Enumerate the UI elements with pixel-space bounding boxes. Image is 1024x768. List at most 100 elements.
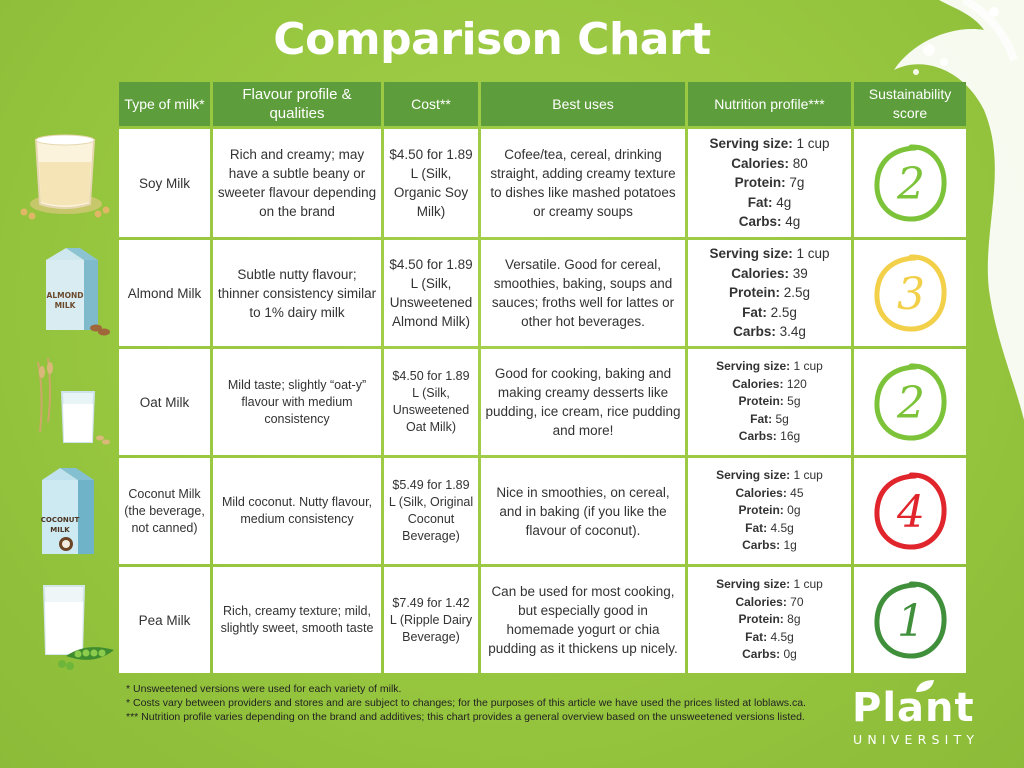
milk-type: Pea Milk — [119, 567, 210, 673]
score-ring — [874, 144, 947, 222]
carton-label-top: COCONUT — [41, 516, 80, 524]
calories-value: 39 — [792, 265, 808, 281]
score-cell: 2 — [854, 129, 966, 237]
score-cell: 2 — [854, 349, 966, 455]
serving-label: Serving size: — [716, 359, 791, 374]
fat-value: 4g — [776, 194, 792, 210]
fat-label: Fat: — [750, 411, 773, 426]
score-cell: 1 — [854, 567, 966, 673]
serving-value: 1 cup — [793, 468, 823, 483]
fat-label: Fat: — [742, 304, 767, 320]
table-row: Soy Milk Rich and creamy; may have a sub… — [119, 129, 966, 237]
header-cost: Cost** — [384, 82, 478, 126]
carbs-value: 1g — [783, 538, 797, 553]
score-ring — [874, 254, 947, 332]
milk-type: Oat Milk — [119, 349, 210, 455]
fat-value: 4.5g — [770, 520, 794, 535]
milk-type: Almond Milk — [119, 240, 210, 346]
score-badge: 3 — [874, 254, 947, 332]
fat-value: 2.5g — [770, 304, 797, 320]
score-value: 2 — [896, 159, 925, 210]
table-row: Pea Milk Rich, creamy texture; mild, sli… — [119, 567, 966, 673]
header-score: Sustainability score — [854, 82, 966, 126]
cost-cell: $4.50 for 1.89 L (Silk, Organic Soy Milk… — [384, 129, 478, 237]
flavour-cell: Mild coconut. Nutty flavour, medium cons… — [213, 458, 381, 564]
pea-milk-glass-icon — [42, 585, 114, 670]
carton-label-top: ALMOND — [47, 291, 84, 300]
score-ring — [874, 472, 947, 550]
score-badge: 2 — [874, 363, 947, 441]
almond-milk-carton-icon: ALMOND MILK — [46, 248, 110, 336]
header-flavour: Flavour profile & qualities — [213, 82, 381, 126]
protein-label: Protein: — [734, 175, 786, 191]
coconut-milk-carton-icon: COCONUT MILK — [41, 468, 94, 554]
uses-cell: Cofee/tea, cereal, drinking straight, ad… — [481, 129, 685, 237]
fat-label: Fat: — [747, 194, 773, 210]
fat-value: 5g — [775, 411, 789, 426]
calories-label: Calories: — [735, 485, 787, 500]
flavour-cell: Rich and creamy; may have a subtle beany… — [213, 129, 381, 237]
score-ring — [874, 581, 947, 659]
protein-value: 2.5g — [783, 285, 811, 301]
serving-value: 1 cup — [796, 246, 830, 262]
plant-university-logo: Plant UNIVERSITY — [852, 680, 979, 747]
carton-label-bottom: MILK — [55, 301, 77, 310]
serving-label: Serving size: — [716, 577, 791, 592]
milk-type: Coconut Milk (the beverage, not canned) — [119, 458, 210, 564]
header-type: Type of milk* — [119, 82, 210, 126]
milk-type: Soy Milk — [119, 129, 210, 237]
calories-label: Calories: — [731, 155, 789, 171]
uses-cell: Versatile. Good for cereal, smoothies, b… — [481, 240, 685, 346]
cost-cell: $4.50 for 1.89 L (Silk, Unsweetened Almo… — [384, 240, 478, 346]
serving-label: Serving size: — [709, 136, 793, 152]
calories-value: 120 — [786, 376, 807, 391]
calories-value: 45 — [790, 485, 804, 500]
protein-label: Protein: — [738, 503, 784, 518]
nutrition-cell: Serving size: 1 cup Calories: 45 Protein… — [688, 458, 851, 564]
protein-label: Protein: — [738, 394, 784, 409]
nutrition-cell: Serving size: 1 cup Calories: 120 Protei… — [688, 349, 851, 455]
uses-cell: Good for cooking, baking and making crea… — [481, 349, 685, 455]
score-value: 3 — [897, 269, 925, 320]
table-row: Almond Milk Subtle nutty flavour; thinne… — [119, 240, 966, 346]
score-value: 2 — [896, 378, 925, 429]
table-row: Coconut Milk (the beverage, not canned) … — [119, 458, 966, 564]
fat-label: Fat: — [745, 629, 768, 644]
score-badge: 4 — [874, 472, 947, 550]
carbs-value: 4g — [785, 214, 801, 230]
footnotes: * Unsweetened versions were used for eac… — [126, 682, 826, 724]
carton-label-bottom: MILK — [50, 526, 70, 534]
score-badge: 1 — [874, 581, 947, 659]
protein-value: 8g — [787, 612, 801, 627]
nutrition-cell: Serving size: 1 cup Calories: 70 Protein… — [688, 567, 851, 673]
carbs-label: Carbs: — [742, 647, 781, 662]
carbs-value: 0g — [783, 647, 797, 662]
serving-label: Serving size: — [716, 468, 791, 483]
calories-value: 70 — [790, 594, 804, 609]
flavour-cell: Rich, creamy texture; mild, slightly swe… — [213, 567, 381, 673]
carbs-label: Carbs: — [733, 324, 776, 340]
protein-label: Protein: — [728, 285, 780, 301]
protein-label: Protein: — [738, 612, 784, 627]
footnote: * Unsweetened versions were used for eac… — [126, 683, 402, 695]
header-row: Type of milk* Flavour profile & qualitie… — [119, 82, 966, 126]
calories-value: 80 — [792, 155, 808, 171]
soy-milk-glass-icon — [20, 134, 110, 220]
calories-label: Calories: — [735, 594, 787, 609]
uses-cell: Nice in smoothies, on cereal, and in bak… — [481, 458, 685, 564]
score-badge: 2 — [874, 144, 947, 222]
calories-label: Calories: — [732, 376, 784, 391]
carbs-label: Carbs: — [738, 429, 777, 444]
flavour-cell: Subtle nutty flavour; thinner consistenc… — [213, 240, 381, 346]
flavour-cell: Mild taste; slightly “oat-y” flavour wit… — [213, 349, 381, 455]
cost-cell: $7.49 for 1.42 L (Ripple Dairy Beverage) — [384, 567, 478, 673]
carbs-label: Carbs: — [738, 214, 782, 230]
protein-value: 7g — [789, 175, 805, 191]
cost-cell: $5.49 for 1.89 L (Silk, Original Coconut… — [384, 458, 478, 564]
protein-value: 5g — [787, 394, 801, 409]
logo-word: Plant — [852, 685, 975, 731]
footnote: *** Nutrition profile varies depending o… — [126, 711, 805, 723]
serving-value: 1 cup — [793, 577, 823, 592]
nutrition-cell: Serving size: 1 cup Calories: 39 Protein… — [688, 240, 851, 346]
header-uses: Best uses — [481, 82, 685, 126]
